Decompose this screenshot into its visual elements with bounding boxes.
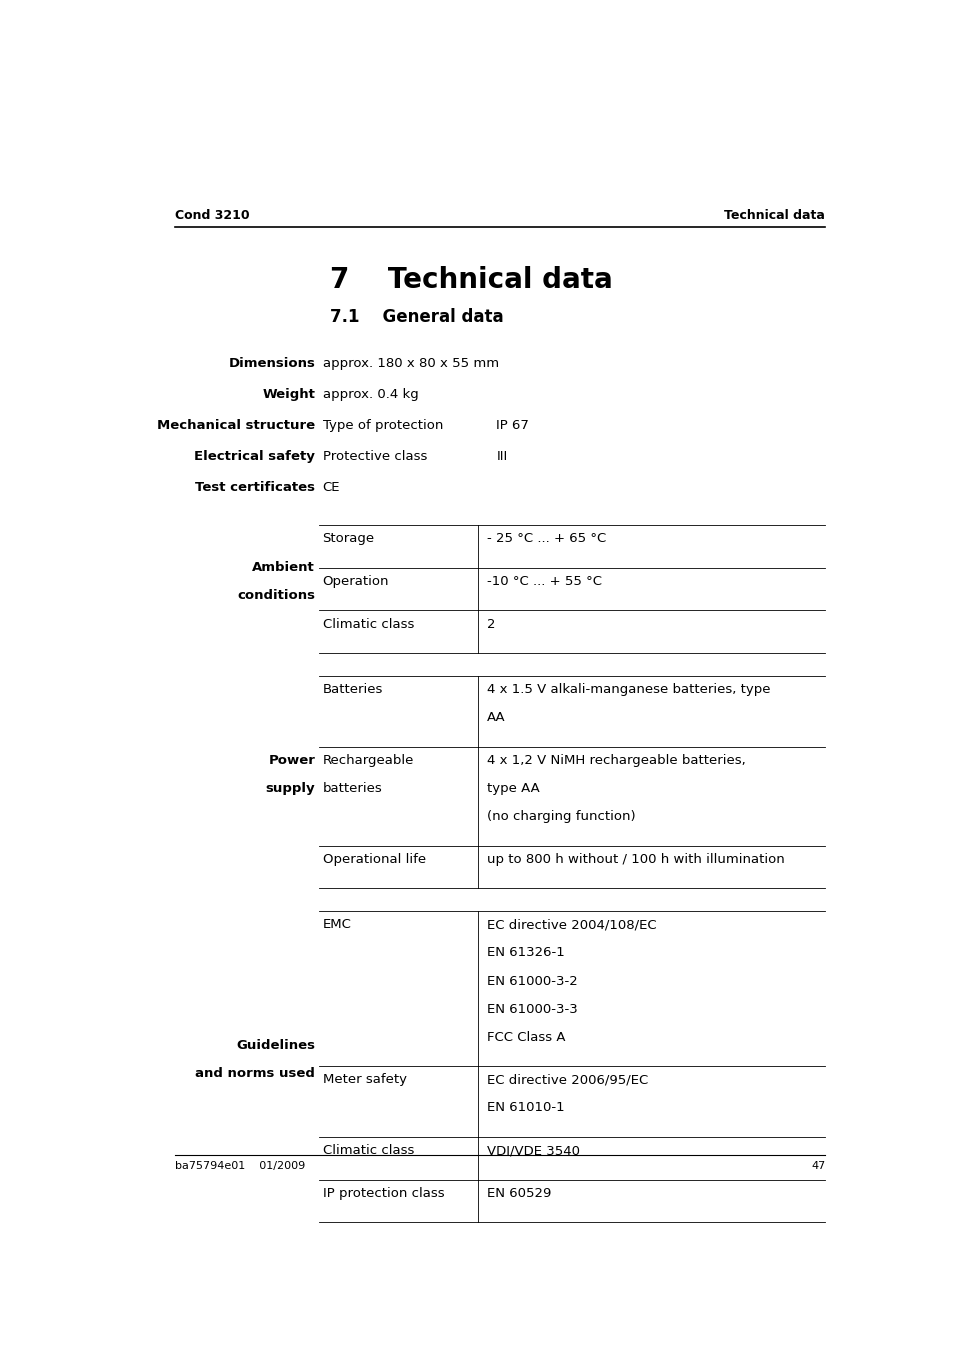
Text: type AA: type AA: [486, 782, 538, 796]
Text: Guidelines: Guidelines: [236, 1039, 314, 1051]
Text: Mechanical structure: Mechanical structure: [157, 419, 314, 432]
Text: EN 61326-1: EN 61326-1: [486, 947, 564, 959]
Text: EC directive 2006/95/EC: EC directive 2006/95/EC: [486, 1074, 647, 1086]
Text: -10 °C ... + 55 °C: -10 °C ... + 55 °C: [486, 576, 601, 588]
Text: EN 61010-1: EN 61010-1: [486, 1101, 564, 1115]
Text: Ambient: Ambient: [253, 561, 314, 574]
Text: EN 61000-3-3: EN 61000-3-3: [486, 1002, 577, 1016]
Text: Storage: Storage: [322, 532, 375, 546]
Text: Climatic class: Climatic class: [322, 1144, 414, 1158]
Text: batteries: batteries: [322, 782, 382, 796]
Text: Cond 3210: Cond 3210: [174, 209, 249, 223]
Text: Batteries: Batteries: [322, 684, 382, 696]
Text: EMC: EMC: [322, 919, 351, 931]
Text: Type of protection: Type of protection: [322, 419, 442, 432]
Text: 7    Technical data: 7 Technical data: [330, 266, 612, 295]
Text: Dimensions: Dimensions: [228, 357, 314, 370]
Text: and norms used: and norms used: [195, 1067, 314, 1079]
Text: CE: CE: [322, 481, 339, 494]
Text: Power: Power: [268, 754, 314, 767]
Text: Protective class: Protective class: [322, 450, 427, 463]
Text: Operation: Operation: [322, 576, 389, 588]
Text: AA: AA: [486, 712, 505, 724]
Text: (no charging function): (no charging function): [486, 811, 635, 823]
Text: 47: 47: [810, 1161, 824, 1171]
Text: IP protection class: IP protection class: [322, 1186, 444, 1200]
Text: FCC Class A: FCC Class A: [486, 1031, 564, 1044]
Text: VDI/VDE 3540: VDI/VDE 3540: [486, 1144, 579, 1158]
Text: 2: 2: [486, 617, 495, 631]
Text: IP 67: IP 67: [496, 419, 529, 432]
Text: EC directive 2004/108/EC: EC directive 2004/108/EC: [486, 919, 656, 931]
Text: III: III: [496, 450, 507, 463]
Text: supply: supply: [265, 782, 314, 796]
Text: conditions: conditions: [237, 589, 314, 603]
Text: Technical data: Technical data: [723, 209, 824, 223]
Text: 4 x 1.5 V alkali-manganese batteries, type: 4 x 1.5 V alkali-manganese batteries, ty…: [486, 684, 769, 696]
Text: Rechargeable: Rechargeable: [322, 754, 414, 767]
Text: ba75794e01    01/2009: ba75794e01 01/2009: [174, 1161, 305, 1171]
Text: Test certificates: Test certificates: [195, 481, 314, 494]
Text: approx. 180 x 80 x 55 mm: approx. 180 x 80 x 55 mm: [322, 357, 498, 370]
Text: EN 60529: EN 60529: [486, 1186, 551, 1200]
Text: Climatic class: Climatic class: [322, 617, 414, 631]
Text: approx. 0.4 kg: approx. 0.4 kg: [322, 388, 417, 401]
Text: EN 61000-3-2: EN 61000-3-2: [486, 974, 577, 988]
Text: - 25 °C ... + 65 °C: - 25 °C ... + 65 °C: [486, 532, 605, 546]
Text: Meter safety: Meter safety: [322, 1074, 406, 1086]
Text: up to 800 h without / 100 h with illumination: up to 800 h without / 100 h with illumin…: [486, 852, 783, 866]
Text: 7.1    General data: 7.1 General data: [330, 308, 503, 326]
Text: 4 x 1,2 V NiMH rechargeable batteries,: 4 x 1,2 V NiMH rechargeable batteries,: [486, 754, 744, 767]
Text: Weight: Weight: [262, 388, 314, 401]
Text: Operational life: Operational life: [322, 852, 425, 866]
Text: Electrical safety: Electrical safety: [194, 450, 314, 463]
